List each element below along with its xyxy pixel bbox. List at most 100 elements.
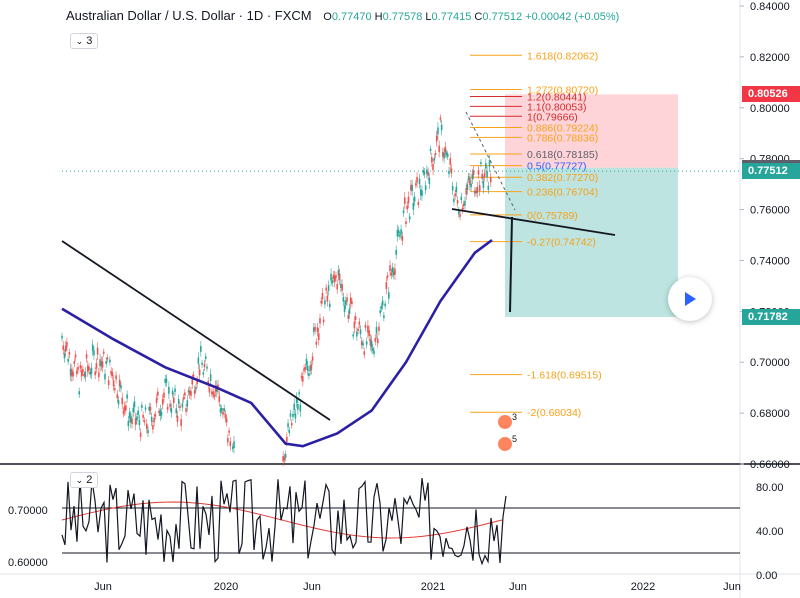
price-tag: 0.80526: [742, 86, 800, 103]
price-candle: [465, 187, 467, 195]
price-candle: [358, 321, 361, 325]
price-candle: [87, 365, 89, 372]
price-candle: [144, 407, 147, 410]
price-candle: [154, 414, 157, 417]
fib-level-label: 1.272(0.80720): [527, 84, 598, 96]
price-tag: 0.71782: [742, 308, 800, 325]
price-candle: [406, 205, 409, 210]
y-tick-label: 0.68000: [750, 408, 790, 420]
price-candle: [188, 390, 191, 395]
price-candle: [116, 394, 119, 399]
price-candle: [408, 216, 411, 220]
measured-move-line: [509, 216, 513, 313]
price-candle: [100, 361, 103, 367]
price-candle: [379, 310, 381, 314]
price-candle: [182, 397, 185, 400]
price-candle: [449, 158, 452, 165]
price-candle: [332, 274, 335, 279]
chevron-down-icon: ⌄: [75, 474, 84, 485]
price-candle: [485, 163, 487, 169]
x-tick-label: 2021: [421, 581, 445, 593]
price-candle: [413, 196, 416, 202]
price-candle: [471, 173, 474, 180]
price-candle: [292, 413, 294, 417]
price-candle: [416, 176, 418, 183]
price-candle: [333, 275, 336, 283]
close-value: 0.77512: [482, 11, 523, 23]
price-candle: [130, 416, 132, 423]
price-candle: [403, 197, 406, 204]
price-candle: [174, 388, 176, 393]
price-candle: [438, 145, 440, 153]
price-candle: [410, 184, 412, 191]
price-candle: [419, 189, 422, 196]
price-candle: [181, 403, 184, 408]
price-candle: [150, 416, 153, 422]
price-candle: [439, 117, 442, 120]
oscillator-legend-toggle[interactable]: ⌄ 2: [70, 472, 98, 488]
price-candle: [477, 170, 480, 175]
price-candle: [343, 305, 346, 312]
price-candle: [229, 441, 232, 447]
price-candle: [325, 287, 327, 291]
price-candle: [448, 170, 450, 175]
price-candle: [206, 366, 208, 369]
price-candle: [394, 268, 396, 275]
x-tick-label: Jun: [94, 581, 112, 593]
price-candle: [415, 183, 417, 186]
price-candle: [73, 361, 76, 364]
price-candle: [159, 409, 162, 416]
price-candle: [353, 321, 356, 329]
price-candle: [456, 200, 459, 204]
price-candle: [472, 170, 475, 176]
price-candle: [337, 269, 340, 276]
price-candle: [431, 157, 433, 163]
price-candle: [478, 185, 481, 192]
price-candle: [131, 418, 133, 424]
price-candle: [166, 406, 169, 410]
price-candle: [326, 295, 329, 302]
price-candle: [160, 411, 163, 416]
price-candle: [149, 406, 152, 411]
price-candle: [138, 419, 141, 426]
price-candle: [134, 418, 137, 425]
price-candle: [69, 368, 72, 376]
x-tick-label: Jun: [303, 581, 321, 593]
x-tick-label: 2022: [631, 581, 655, 593]
price-candle: [389, 265, 391, 272]
fib-level-label: -1.618(0.69515): [527, 370, 602, 382]
y-tick-label: 0.70000: [750, 357, 790, 369]
price-candle: [219, 408, 222, 413]
price-candle: [411, 184, 413, 192]
price-candle: [109, 359, 111, 363]
price-candle: [158, 411, 160, 414]
price-candle: [421, 190, 423, 197]
price-candle: [388, 292, 390, 299]
price-candle: [224, 414, 227, 419]
price-candle: [442, 152, 444, 157]
moving-average-line: [61, 239, 493, 448]
price-candle: [66, 342, 68, 347]
price-candle: [365, 341, 368, 345]
price-candle: [173, 397, 175, 404]
play-button[interactable]: [668, 277, 712, 321]
fib-level-label: 0.786(0.78836): [527, 132, 598, 144]
osc-tick-label: 0.00: [756, 570, 777, 582]
support-trendline: [451, 208, 616, 236]
price-candle: [180, 419, 182, 426]
price-candle: [72, 371, 74, 377]
osc-main-line: [61, 477, 507, 566]
price-candle: [176, 415, 179, 422]
price-candle: [423, 171, 426, 175]
price-candle: [88, 366, 90, 371]
high-value: 0.77578: [382, 11, 423, 23]
y-tick-label: 0.84000: [750, 1, 790, 13]
price-candle: [169, 403, 171, 408]
price-candle: [346, 297, 348, 302]
fib-level-label: 0.618(0.78185): [527, 149, 598, 161]
price-candle: [311, 356, 314, 361]
osc-tick-label: 40.00: [756, 526, 784, 538]
fib-level-label: -0.27(0.74742): [527, 237, 596, 249]
main-legend-toggle[interactable]: ⌄ 3: [70, 33, 98, 49]
